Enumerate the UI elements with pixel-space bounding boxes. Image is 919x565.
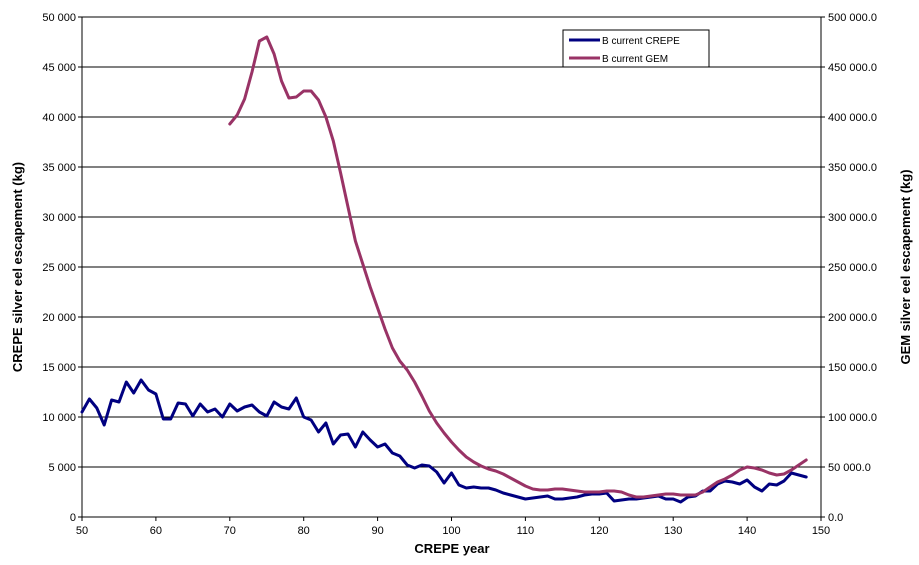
x-tick-label: 100 <box>442 525 460 537</box>
y-axis-title-left: CREPE silver eel escapement (kg) <box>10 162 25 372</box>
y-tick-label-right: 200 000.0 <box>828 312 877 324</box>
y-tick-label-right: 450 000.0 <box>828 62 877 74</box>
legend: B current CREPE B current GEM <box>562 29 710 68</box>
tick-labels: 0 5 000 10 000 15 000 20 000 25 000 30 000 35 0… <box>42 12 877 537</box>
y-tick-label-left: 5 000 <box>48 462 76 474</box>
axes <box>78 16 825 521</box>
y-tick-label-right: 500 000.0 <box>828 12 877 24</box>
y-tick-label-left: 30 000 <box>42 212 76 224</box>
x-tick-label: 80 <box>298 525 310 537</box>
x-tick-label: 130 <box>664 525 682 537</box>
x-axis-title: CREPE year <box>414 541 489 556</box>
y-tick-label-right: 350 000.0 <box>828 162 877 174</box>
series-line-crepe <box>80 378 808 504</box>
y-tick-label-left: 50 000 <box>42 12 76 24</box>
x-tick-label: 90 <box>371 525 383 537</box>
legend-label-gem: B current GEM <box>602 54 668 65</box>
y-tick-label-right: 300 000.0 <box>828 212 877 224</box>
y-tick-label-left: 20 000 <box>42 312 76 324</box>
series-line-gem <box>228 35 808 499</box>
legend-box <box>562 29 710 68</box>
y-tick-label-right: 50 000.0 <box>828 462 871 474</box>
y-tick-label-left: 10 000 <box>42 412 76 424</box>
x-tick-label: 120 <box>590 525 608 537</box>
y-tick-label-right: 250 000.0 <box>828 262 877 274</box>
y-tick-label-right: 0.0 <box>828 512 843 524</box>
legend-label-crepe: B current CREPE <box>602 36 680 47</box>
gridlines <box>82 16 821 468</box>
y-tick-label-left: 45 000 <box>42 62 76 74</box>
x-tick-label: 60 <box>150 525 162 537</box>
y-tick-label-left: 35 000 <box>42 162 76 174</box>
y-tick-label-left: 25 000 <box>42 262 76 274</box>
y-tick-label-right: 150 000.0 <box>828 362 877 374</box>
x-tick-label: 110 <box>517 525 535 537</box>
x-tick-label: 150 <box>812 525 830 537</box>
y-tick-label-right: 100 000.0 <box>828 412 877 424</box>
y-tick-label-left: 15 000 <box>42 362 76 374</box>
y-tick-label-right: 400 000.0 <box>828 112 877 124</box>
series-lines <box>80 35 808 504</box>
y-tick-label-left: 40 000 <box>42 112 76 124</box>
x-tick-label: 140 <box>738 525 756 537</box>
y-tick-label-left: 0 <box>70 512 76 524</box>
x-tick-label: 70 <box>224 525 236 537</box>
y-axis-title-right: GEM silver eel escapement (kg) <box>898 169 913 364</box>
x-tick-label: 50 <box>76 525 88 537</box>
